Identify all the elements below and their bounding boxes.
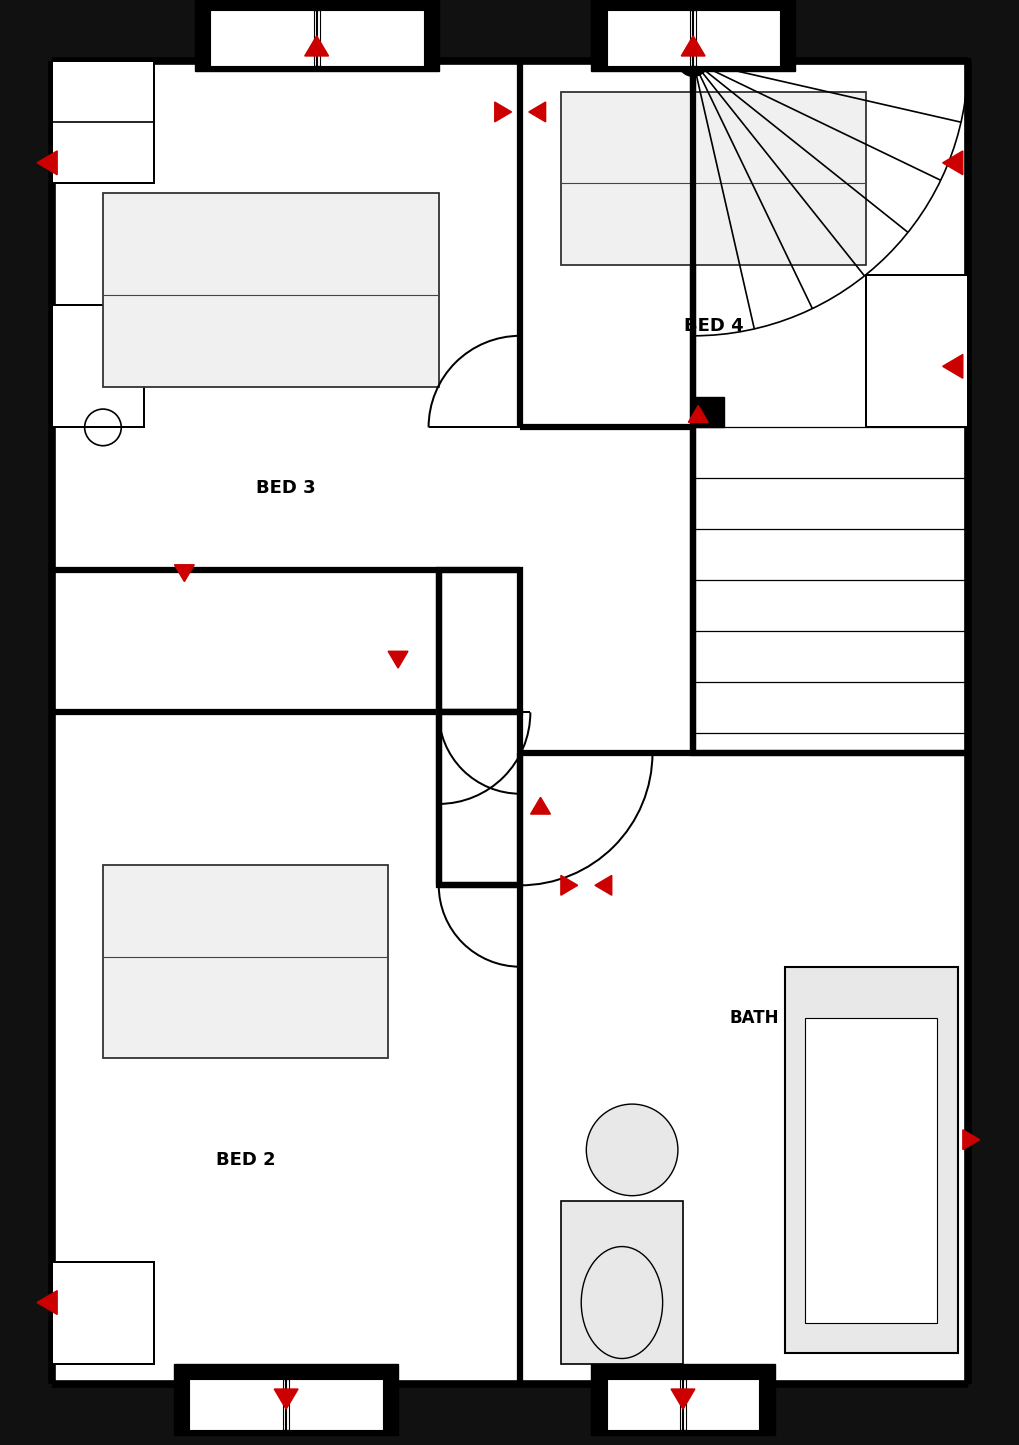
Bar [560, 1201, 683, 1364]
Polygon shape [37, 150, 57, 175]
Bar [686, 1379, 758, 1429]
Polygon shape [528, 103, 545, 121]
Bar [606, 10, 690, 66]
Text: BED 4: BED 4 [683, 316, 743, 335]
Polygon shape [942, 150, 962, 175]
Text: BED 2: BED 2 [215, 1152, 275, 1169]
Polygon shape [530, 798, 550, 814]
Bar [693, 397, 723, 428]
Bar [103, 866, 387, 1058]
Bar [52, 305, 144, 428]
Bar [190, 1379, 283, 1429]
Bar [560, 91, 865, 264]
Ellipse shape [581, 1247, 662, 1358]
Polygon shape [688, 406, 707, 422]
Bar [210, 10, 423, 66]
Bar [289, 1379, 382, 1429]
Polygon shape [962, 1130, 978, 1150]
Bar [865, 275, 967, 428]
Bar [190, 1379, 382, 1429]
Bar [804, 1017, 936, 1322]
Text: BATH: BATH [729, 1009, 779, 1026]
Polygon shape [305, 36, 328, 56]
Bar [103, 194, 438, 387]
Polygon shape [37, 1290, 57, 1315]
Bar [52, 1261, 154, 1364]
Bar [52, 61, 154, 184]
Bar [784, 967, 957, 1354]
Polygon shape [274, 1389, 298, 1409]
Polygon shape [174, 565, 194, 581]
Bar [319, 10, 423, 66]
Bar [696, 10, 779, 66]
Polygon shape [494, 103, 511, 121]
Bar [606, 10, 779, 66]
Polygon shape [388, 652, 408, 668]
Bar [606, 1379, 758, 1429]
Polygon shape [594, 876, 611, 896]
Circle shape [586, 1104, 678, 1195]
Polygon shape [942, 354, 962, 379]
Bar [591, 1364, 773, 1435]
Bar [438, 712, 520, 886]
Circle shape [678, 46, 708, 77]
Bar [591, 0, 794, 71]
Bar [693, 61, 967, 753]
Polygon shape [560, 876, 577, 896]
Bar [195, 0, 438, 71]
Text: BED 3: BED 3 [256, 480, 316, 497]
Bar [174, 1364, 397, 1435]
Bar [210, 10, 313, 66]
Polygon shape [671, 1389, 694, 1409]
Polygon shape [681, 36, 704, 56]
Bar [606, 1379, 680, 1429]
Bar [438, 569, 520, 712]
